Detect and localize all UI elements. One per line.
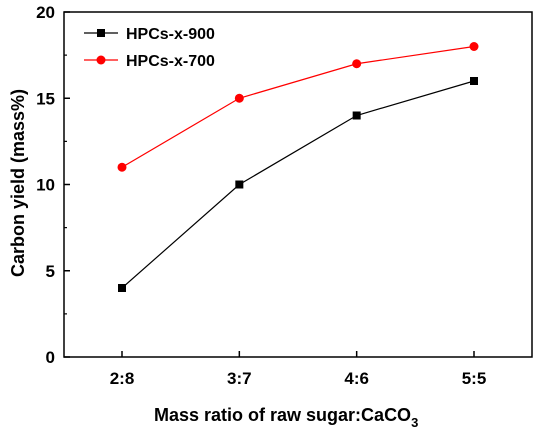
x-tick-label: 5:5 bbox=[462, 369, 487, 388]
x-axis-title-main: Mass ratio of raw sugar:CaCO bbox=[154, 405, 411, 425]
data-point bbox=[470, 77, 478, 85]
legend-marker bbox=[96, 55, 106, 65]
legend-label: HPCs-x-700 bbox=[126, 53, 215, 70]
series-2 bbox=[117, 42, 479, 172]
y-tick-label: 15 bbox=[36, 89, 55, 108]
x-axis-title: Mass ratio of raw sugar:CaCO3 bbox=[154, 405, 418, 430]
data-point bbox=[235, 180, 244, 189]
data-point bbox=[352, 59, 362, 69]
y-tick-label: 10 bbox=[36, 176, 55, 195]
data-point bbox=[118, 284, 126, 292]
x-tick-label: 3:7 bbox=[227, 369, 252, 388]
series-line bbox=[121, 80, 475, 289]
series-layer bbox=[117, 42, 479, 292]
y-tick-label: 20 bbox=[36, 3, 55, 22]
x-tick-label: 4:6 bbox=[344, 369, 369, 388]
data-point bbox=[234, 93, 244, 103]
legend-label: HPCs-x-900 bbox=[126, 26, 215, 43]
y-tick-label: 0 bbox=[46, 348, 55, 367]
y-axis-title: Carbon yield (mass%) bbox=[8, 89, 28, 277]
axes-layer: 0 5 10 15 20 2:8 3:7 4:6 5:5 bbox=[36, 3, 533, 388]
legend-entry: HPCs-x-700 bbox=[84, 53, 215, 70]
y-tick-label: 5 bbox=[46, 262, 55, 281]
x-axis-title-subscript: 3 bbox=[411, 415, 418, 430]
data-point bbox=[352, 111, 361, 120]
data-point bbox=[469, 42, 479, 51]
x-tick-label: 2:8 bbox=[110, 369, 135, 388]
series-line bbox=[121, 45, 475, 168]
series-1 bbox=[118, 77, 478, 292]
legend-marker bbox=[97, 29, 105, 37]
legend: HPCs-x-900 HPCs-x-700 bbox=[84, 26, 215, 70]
data-point bbox=[117, 162, 127, 172]
legend-entry: HPCs-x-900 bbox=[84, 26, 215, 43]
